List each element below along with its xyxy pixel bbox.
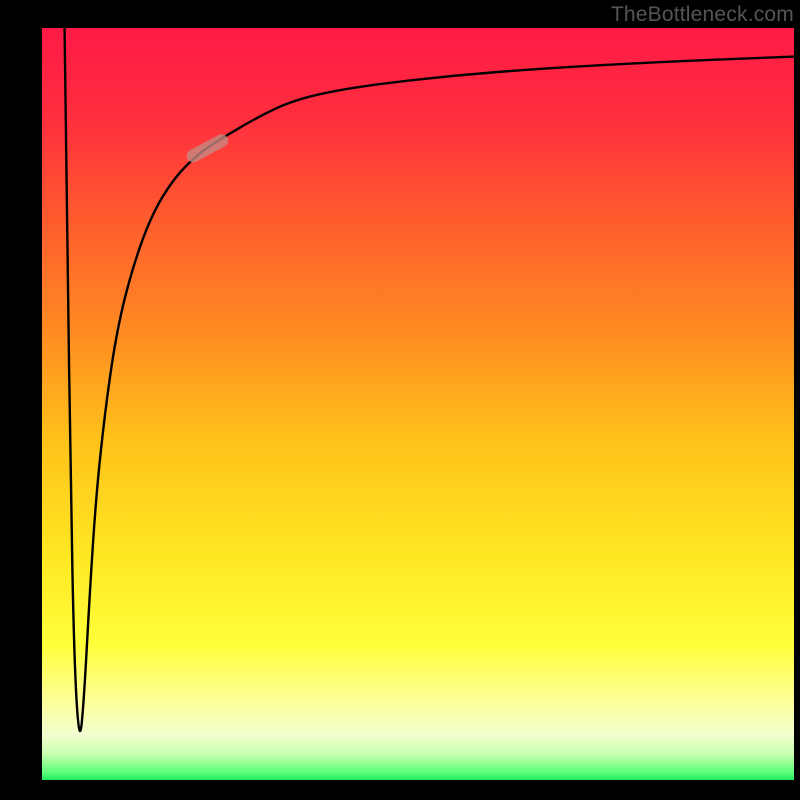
watermark-text: TheBottleneck.com (611, 3, 794, 27)
plot-background (42, 28, 794, 780)
chart-frame: TheBottleneck.com (0, 0, 800, 800)
bottleneck-chart (0, 0, 800, 800)
